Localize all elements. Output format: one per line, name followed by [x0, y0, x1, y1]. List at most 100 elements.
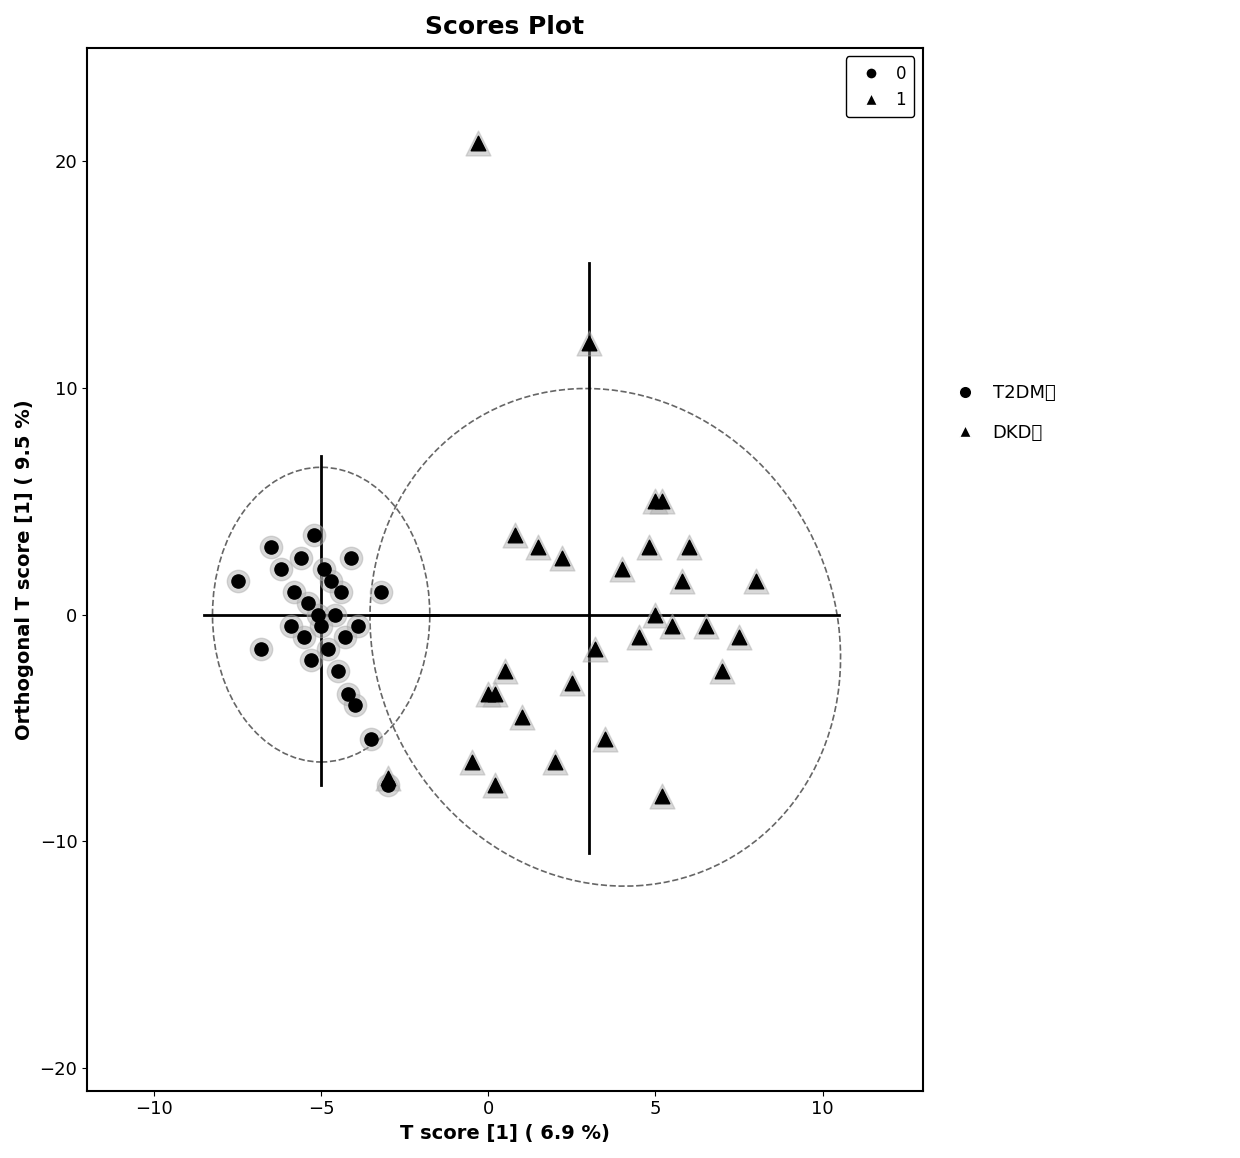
Point: [301, 651, 321, 669]
Point: [327, 662, 347, 681]
Point: [613, 560, 632, 579]
Point: [652, 786, 672, 805]
Point: [562, 674, 582, 692]
Point: [461, 753, 481, 771]
Point: [262, 537, 281, 556]
Point: [339, 684, 358, 703]
X-axis label: T score [1] ( 6.9 %): T score [1] ( 6.9 %): [401, 1124, 610, 1143]
Point: [495, 662, 515, 681]
Point: [291, 549, 311, 567]
Point: [672, 571, 692, 589]
Point: [250, 639, 270, 658]
Point: [639, 537, 658, 556]
Point: [341, 549, 361, 567]
Point: [696, 617, 715, 636]
Point: [327, 662, 347, 681]
Point: [308, 606, 327, 624]
Point: [579, 334, 599, 352]
Point: [652, 492, 672, 511]
Point: [652, 492, 672, 511]
Point: [485, 776, 505, 794]
Point: [712, 662, 732, 681]
Point: [646, 606, 666, 624]
Point: [505, 526, 525, 544]
Point: [298, 594, 317, 613]
Point: [639, 537, 658, 556]
Point: [629, 628, 649, 646]
Point: [250, 639, 270, 658]
Point: [585, 639, 605, 658]
Point: [315, 560, 335, 579]
Point: [378, 769, 398, 787]
Point: [348, 617, 368, 636]
Point: [613, 560, 632, 579]
Point: [361, 730, 381, 748]
Point: [729, 628, 749, 646]
Point: [479, 684, 498, 703]
Point: [461, 753, 481, 771]
Point: [321, 571, 341, 589]
Point: [335, 628, 355, 646]
Point: [629, 628, 649, 646]
Point: [308, 606, 327, 624]
Point: [469, 134, 489, 153]
Point: [562, 674, 582, 692]
Point: [325, 606, 345, 624]
Point: [646, 492, 666, 511]
Point: [325, 606, 345, 624]
Point: [317, 639, 337, 658]
Point: [321, 571, 341, 589]
Legend: T2DM组, DKD组: T2DM组, DKD组: [940, 376, 1063, 449]
Point: [546, 753, 565, 771]
Point: [335, 628, 355, 646]
Point: [646, 606, 666, 624]
Point: [378, 776, 398, 794]
Point: [378, 769, 398, 787]
Point: [305, 526, 325, 544]
Point: [361, 730, 381, 748]
Point: [345, 696, 365, 714]
Point: [546, 753, 565, 771]
Point: [291, 549, 311, 567]
Point: [662, 617, 682, 636]
Point: [528, 537, 548, 556]
Point: [348, 617, 368, 636]
Point: [228, 571, 248, 589]
Point: [505, 526, 525, 544]
Point: [680, 537, 699, 556]
Title: Scores Plot: Scores Plot: [425, 15, 584, 39]
Point: [311, 617, 331, 636]
Point: [646, 492, 666, 511]
Point: [528, 537, 548, 556]
Point: [331, 582, 351, 601]
Point: [284, 582, 304, 601]
Point: [262, 537, 281, 556]
Point: [469, 134, 489, 153]
Point: [317, 639, 337, 658]
Point: [552, 549, 572, 567]
Point: [345, 696, 365, 714]
Point: [301, 651, 321, 669]
Point: [298, 594, 317, 613]
Point: [585, 639, 605, 658]
Point: [485, 684, 505, 703]
Point: [315, 560, 335, 579]
Point: [512, 708, 532, 726]
Point: [272, 560, 291, 579]
Point: [372, 582, 392, 601]
Point: [479, 684, 498, 703]
Point: [495, 662, 515, 681]
Point: [745, 571, 765, 589]
Point: [595, 730, 615, 748]
Point: [311, 617, 331, 636]
Point: [485, 776, 505, 794]
Point: [579, 334, 599, 352]
Point: [339, 684, 358, 703]
Point: [662, 617, 682, 636]
Point: [552, 549, 572, 567]
Point: [341, 549, 361, 567]
Point: [228, 571, 248, 589]
Point: [680, 537, 699, 556]
Point: [696, 617, 715, 636]
Point: [272, 560, 291, 579]
